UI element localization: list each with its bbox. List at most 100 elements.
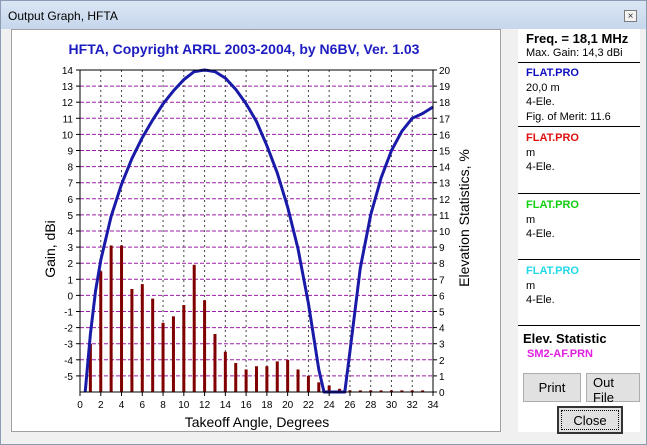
legend-entry-2-height: m [526,147,536,159]
elevation-bar [327,385,331,392]
x-tick-label: 34 [427,400,439,411]
y-tick-label: -3 [64,340,73,351]
x-tick-label: 4 [119,400,125,411]
elevation-bar [296,369,300,392]
title-bar[interactable]: Output Graph, HFTA × [1,1,646,29]
x-tick-label: 8 [160,400,166,411]
y-tick-label: -1 [64,308,73,319]
elevation-bar [234,363,238,392]
elevation-bar [109,245,113,392]
elevation-statistic-file: SM2-AF.PRN [527,348,594,360]
y-tick-label: 14 [62,66,74,77]
y2-tick-label: 14 [439,163,451,174]
y2-tick-label: 11 [439,211,450,222]
elevation-bar [379,390,383,392]
legend-divider [518,193,640,194]
x-tick-label: 20 [282,400,294,411]
x-tick-label: 16 [241,400,253,411]
x-tick-label: 26 [344,400,356,411]
elevation-bar [130,288,134,392]
elevation-bar [410,390,414,392]
elevation-bar [223,351,227,392]
x-tick-label: 24 [324,400,336,411]
y-tick-label: 5 [67,211,73,222]
elevation-bar [151,298,155,392]
x-tick-label: 10 [178,400,190,411]
y-tick-label: 0 [67,291,73,302]
y2-tick-label: 18 [439,98,451,109]
y-tick-label: 6 [67,195,73,206]
x-tick-label: 32 [407,400,419,411]
x-axis-label: Takeoff Angle, Degrees [185,414,330,430]
legend-entry-1-file: FLAT.PRO [526,67,579,79]
y2-tick-label: 13 [439,179,451,190]
legend-entry-2-antenna: 4-Ele. [526,161,555,173]
y-tick-label: 7 [67,179,73,190]
y-tick-label: 9 [67,147,73,158]
elevation-bar [358,390,362,392]
output-graph: HFTA, Copyright ARRL 2003-2004, by N6BV,… [11,29,501,432]
legend-divider [518,259,640,260]
elevation-bar [203,300,207,392]
y-axis-label: Gain, dBi [42,220,58,278]
elevation-bar [213,334,217,392]
y-tick-label: 2 [67,259,73,270]
frequency-label: Freq. = 18,1 MHz [526,31,629,46]
print-button[interactable]: Print [523,373,581,402]
legend-divider [518,126,640,127]
legend-entry-4-file: FLAT.PRO [526,265,579,277]
elevation-bar [192,264,196,392]
y2-tick-label: 0 [439,388,445,399]
legend-panel: Freq. = 18,1 MHz Max. Gain: 14,3 dBi FLA… [518,29,640,432]
elevation-bar [88,343,92,392]
elevation-bar [120,245,124,392]
elevation-bar [275,361,279,392]
elevation-bar [389,390,393,392]
window-title: Output Graph, HFTA [8,9,118,23]
y-tick-label: -5 [64,372,73,383]
elevation-bar [338,388,342,392]
y-tick-label: 3 [67,243,73,254]
close-button[interactable]: Close [557,406,623,434]
elevation-bar [265,366,269,392]
gain-curve [83,68,434,394]
y-tick-label: 11 [63,114,74,125]
x-tick-label: 6 [140,400,146,411]
elevation-bar [421,390,425,392]
elevation-statistic-title: Elev. Statistic [523,331,607,346]
y2-tick-label: 20 [439,66,451,77]
x-tick-label: 18 [261,400,273,411]
x-tick-label: 22 [303,400,315,411]
y-tick-label: -4 [64,356,73,367]
chart-title: HFTA, Copyright ARRL 2003-2004, by N6BV,… [69,41,420,57]
elevation-bar [400,390,404,392]
legend-divider [518,325,640,326]
legend-entry-1-antenna: 4-Ele. [526,96,555,108]
x-tick-label: 12 [199,400,211,411]
y-tick-label: 1 [67,275,73,286]
x-tick-label: 0 [77,400,83,411]
x-tick-label: 2 [98,400,104,411]
elevation-bar [182,305,186,392]
y2-tick-label: 8 [439,259,445,270]
elevation-bar [306,375,310,392]
y2-tick-label: 1 [439,372,445,383]
legend-entry-2-file: FLAT.PRO [526,132,579,144]
y2-tick-label: 15 [439,147,451,158]
y2-tick-label: 19 [439,82,451,93]
x-tick-label: 14 [220,400,232,411]
window-close-icon[interactable]: × [624,10,637,22]
legend-entry-1-height: 20,0 m [526,82,560,94]
y-tick-label: -2 [64,324,73,335]
out-file-button[interactable]: Out File [586,373,640,405]
legend-entry-4-height: m [526,280,536,292]
x-tick-label: 30 [386,400,398,411]
y2-tick-label: 3 [439,340,445,351]
y-tick-label: 12 [62,98,74,109]
y2-tick-label: 4 [439,324,445,335]
legend-entry-3-antenna: 4-Ele. [526,228,555,240]
y-tick-label: 13 [62,82,74,93]
legend-entry-3-height: m [526,214,536,226]
y2-tick-label: 12 [439,195,451,206]
